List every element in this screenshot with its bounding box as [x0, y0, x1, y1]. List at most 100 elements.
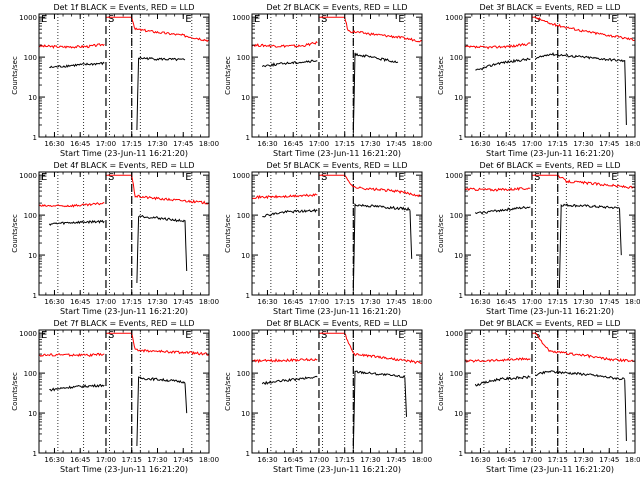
lld-series-line: [344, 332, 423, 365]
x-tick-label: 18:00: [199, 456, 219, 464]
x-tick-label: 18:00: [412, 456, 432, 464]
x-tick-label: 16:45: [496, 298, 516, 306]
x-axis-label: Start Time (23-Jun-11 16:21:20): [60, 149, 188, 158]
x-tick-label: 16:45: [283, 298, 303, 306]
x-tick-label: 18:00: [625, 140, 640, 148]
y-tick-label: 100: [237, 54, 250, 62]
x-tick-label: 17:00: [96, 456, 116, 464]
y-tick-label: 10: [241, 410, 250, 418]
plot-frame: [251, 13, 423, 138]
y-axis-label: Counts/sec: [11, 214, 19, 253]
x-tick-label: 16:45: [496, 140, 516, 148]
y-tick-label: 1: [246, 292, 250, 300]
phase-marker: E: [611, 172, 617, 183]
x-tick-label: 16:30: [257, 140, 277, 148]
phase-marker: S: [321, 172, 327, 183]
phase-marker: E: [41, 172, 47, 183]
x-tick-label: 18:00: [412, 140, 432, 148]
x-tick-label: 17:00: [522, 456, 542, 464]
x-tick-label: 17:30: [360, 140, 380, 148]
x-tick-label: 17:15: [548, 298, 568, 306]
x-tick-label: 16:45: [496, 456, 516, 464]
phase-marker: E: [398, 14, 404, 25]
x-tick-label: 17:45: [599, 456, 619, 464]
lld-series-line: [464, 42, 531, 50]
x-tick-label: 16:45: [70, 140, 90, 148]
panel-title: Det 5f BLACK = Events, RED = LLD: [266, 161, 407, 170]
x-tick-label: 17:45: [173, 456, 193, 464]
x-tick-label: 17:15: [335, 298, 355, 306]
events-series-line: [535, 52, 625, 63]
y-tick-label: 10: [454, 252, 463, 260]
x-tick-label: 16:30: [257, 298, 277, 306]
x-tick-label: 16:30: [257, 456, 277, 464]
events-series-line: [624, 379, 627, 442]
x-tick-label: 17:30: [147, 298, 167, 306]
plot-frame: [38, 329, 210, 454]
lld-series-line: [535, 16, 636, 42]
lld-series-line: [38, 201, 105, 208]
x-tick-label: 17:30: [147, 140, 167, 148]
y-tick-label: 100: [450, 54, 463, 62]
events-series-line: [352, 370, 406, 450]
x-tick-label: 17:45: [173, 298, 193, 306]
x-tick-label: 17:45: [173, 140, 193, 148]
y-tick-label: 1000: [19, 14, 37, 22]
x-axis-label: Start Time (23-Jun-11 16:21:20): [486, 149, 614, 158]
lld-series-line: [131, 333, 210, 356]
lld-series-line: [131, 175, 210, 205]
y-tick-label: 1000: [232, 330, 250, 338]
panel-6: Det 6f BLACK = Events, RED = LLD S E 1 10 100…: [437, 161, 640, 316]
panel-2: Det 2f BLACK = Events, RED = LLD E S E 1 10 10…: [224, 3, 432, 158]
lld-series-line: [251, 40, 318, 49]
phase-marker: E: [185, 172, 191, 183]
x-axis-label: Start Time (23-Jun-11 16:21:20): [273, 149, 401, 158]
y-tick-label: 1: [33, 292, 37, 300]
x-tick-label: 17:30: [360, 456, 380, 464]
panel-5: Det 5f BLACK = Events, RED = LLD S E 1 10 100…: [224, 161, 432, 316]
x-tick-label: 18:00: [199, 140, 219, 148]
panel-3: Det 3f BLACK = Events, RED = LLD S E 1 10 100…: [437, 3, 640, 158]
lld-series-line: [344, 174, 423, 198]
x-tick-label: 18:00: [625, 298, 640, 306]
lld-series-line: [251, 357, 318, 364]
x-tick-label: 17:15: [548, 140, 568, 148]
y-axis-label: Counts/sec: [224, 372, 232, 411]
x-tick-label: 17:00: [522, 298, 542, 306]
y-tick-label: 100: [24, 54, 37, 62]
phase-marker: E: [41, 330, 47, 341]
events-series-line: [474, 206, 531, 215]
phase-marker: S: [108, 172, 114, 183]
y-tick-label: 100: [24, 370, 37, 378]
y-tick-label: 10: [28, 410, 37, 418]
x-tick-label: 17:45: [599, 298, 619, 306]
events-series-line: [619, 208, 622, 256]
x-tick-label: 17:15: [335, 456, 355, 464]
events-series-line: [261, 59, 318, 68]
events-series-line: [409, 210, 413, 259]
events-series-line: [624, 60, 627, 126]
phase-marker: S: [534, 14, 540, 25]
y-tick-label: 10: [241, 94, 250, 102]
x-tick-label: 17:45: [599, 140, 619, 148]
y-tick-label: 1000: [445, 330, 463, 338]
events-series-line: [261, 375, 318, 386]
x-tick-label: 17:15: [122, 140, 142, 148]
x-tick-label: 16:30: [470, 298, 490, 306]
phase-marker: S: [534, 172, 540, 183]
y-axis-label: Counts/sec: [437, 372, 445, 411]
y-tick-label: 1000: [445, 14, 463, 22]
y-tick-label: 1: [246, 450, 250, 458]
y-tick-label: 1: [459, 134, 463, 142]
x-tick-label: 17:00: [96, 140, 116, 148]
x-tick-label: 16:45: [70, 298, 90, 306]
y-axis-label: Counts/sec: [224, 214, 232, 253]
events-series-line: [136, 376, 186, 447]
events-series-line: [474, 375, 531, 387]
events-series-line: [184, 220, 188, 272]
y-tick-label: 10: [454, 410, 463, 418]
y-tick-label: 1: [33, 134, 37, 142]
phase-marker: E: [398, 330, 404, 341]
phase-marker: E: [611, 330, 617, 341]
